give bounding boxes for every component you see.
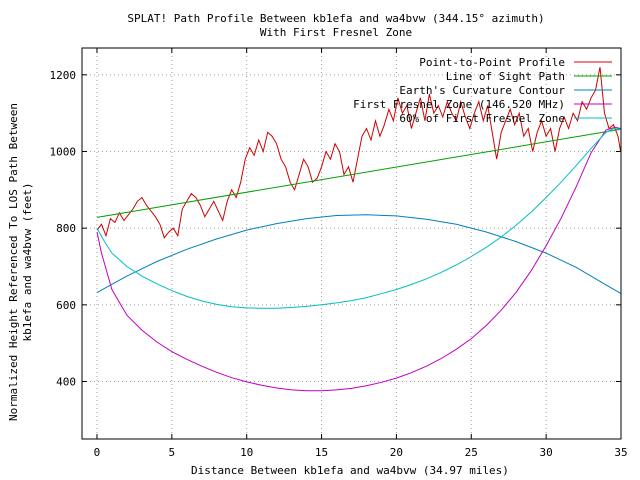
x-tick-label: 0: [94, 446, 101, 459]
x-tick-label: 15: [315, 446, 328, 459]
x-tick-label: 25: [465, 446, 478, 459]
y-tick-label: 400: [56, 376, 76, 389]
legend-label: 60% of First Fresnel Zone: [399, 112, 565, 125]
y-tick-label: 1000: [50, 146, 77, 159]
x-tick-label: 5: [169, 446, 176, 459]
series-line-earth-s-curvature-contour: [96, 214, 621, 294]
chart-title: SPLAT! Path Profile Between kb1efa and w…: [127, 12, 544, 25]
x-tick-label: 35: [614, 446, 627, 459]
y-axis-label-2: kb1efa and wa4bvw (feet): [21, 183, 34, 342]
legend-label: Point-to-Point Profile: [419, 56, 565, 69]
series-line-60-of-first-fresnel-zone: [96, 127, 621, 309]
y-tick-label: 1200: [50, 69, 77, 82]
y-tick-label: 600: [56, 299, 76, 312]
x-axis-label: Distance Between kb1efa and wa4bvw (34.9…: [191, 464, 509, 477]
legend-label: First Fresnel Zone (146.520 MHz): [353, 98, 565, 111]
plot-frame: [81, 47, 622, 440]
series-line-first-fresnel-zone-146-520-mhz: [96, 126, 621, 392]
series-line-point-to-point-profile: [96, 67, 622, 239]
series-lines: [96, 67, 622, 392]
legend-label: Line of Sight Path: [446, 70, 565, 83]
legend-label: Earth's Curvature Contour: [399, 84, 565, 97]
series-line-line-of-sight-path: [96, 128, 621, 218]
x-tick-label: 10: [240, 446, 253, 459]
y-axis-label: Normalized Height Referenced To LOS Path…: [7, 103, 20, 421]
axis-ticks: 0 5 10 15 20 25 30 35 400 600 800 1000 1200: [50, 48, 628, 459]
chart-subtitle: With First Fresnel Zone: [260, 26, 412, 39]
x-tick-label: 20: [390, 446, 403, 459]
x-tick-label: 30: [540, 446, 553, 459]
y-tick-label: 800: [56, 222, 76, 235]
